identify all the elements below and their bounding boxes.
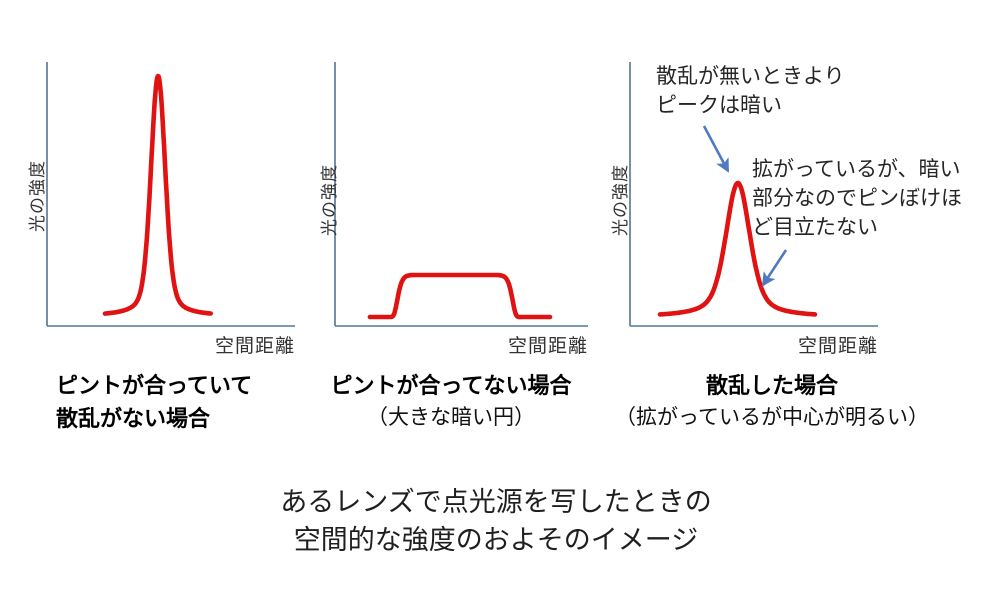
caption-scattered: 散乱した場合 （拡がっているが中心が明るい） <box>598 369 946 432</box>
caption-scattered-note: （拡がっているが中心が明るい） <box>615 406 929 429</box>
intensity-curve <box>657 180 818 317</box>
intensity-curve <box>367 272 553 320</box>
caption-in-focus-title: ピントが合っていて 散乱がない場合 <box>56 373 253 431</box>
y-axis-label: 光の強度 <box>28 160 47 232</box>
caption-out-of-focus: ピントが合ってない場合 （大きな暗い円） <box>308 369 594 432</box>
intensity-curve <box>102 73 213 316</box>
caption-out-of-focus-note: （大きな暗い円） <box>367 406 535 429</box>
annotation-peak-darker: 散乱が無いときより ピークは暗い <box>656 65 845 117</box>
caption-in-focus: ピントが合っていて 散乱がない場合 <box>56 369 252 435</box>
x-axis-label: 空間距離 <box>797 336 878 357</box>
plot-out-of-focus <box>334 62 588 327</box>
annotation-spread-but-dark: 拡がっているが、暗い 部分なのでピンぼけほ ど目立たない <box>752 158 962 239</box>
caption-scattered-title: 散乱した場合 <box>705 373 838 398</box>
y-axis-label: 光の強度 <box>611 164 630 236</box>
caption-out-of-focus-title: ピントが合ってない場合 <box>330 373 572 398</box>
plot-scattered <box>629 62 878 327</box>
x-axis-label: 空間距離 <box>214 336 295 357</box>
figure-title: あるレンズで点光源を写したときの 空間的な強度のおよそのイメージ <box>280 487 712 555</box>
plot-in-focus-no-scatter <box>46 62 295 327</box>
x-axis-label: 空間距離 <box>507 336 588 357</box>
y-axis-label: 光の強度 <box>320 164 339 236</box>
